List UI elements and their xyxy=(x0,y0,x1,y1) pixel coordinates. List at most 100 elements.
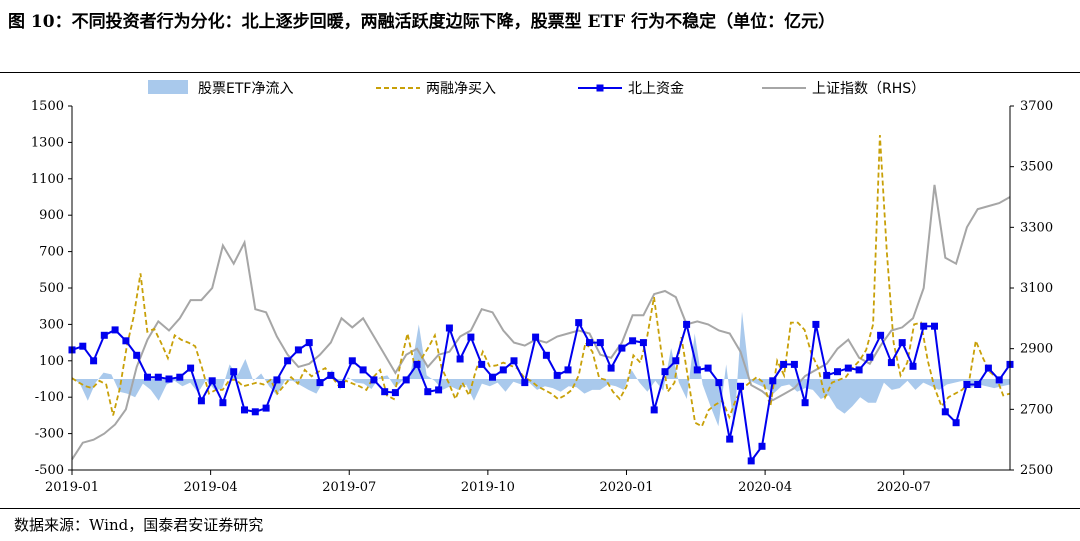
plot-layer xyxy=(68,135,1014,465)
northbound-point xyxy=(391,389,399,397)
left-tick-label: 1500 xyxy=(31,99,64,114)
northbound-point xyxy=(887,359,895,367)
legend-label: 股票ETF净流入 xyxy=(198,81,293,97)
northbound-point xyxy=(952,419,960,427)
northbound-point xyxy=(855,366,863,374)
northbound-point xyxy=(629,337,637,345)
northbound-point xyxy=(898,339,906,347)
northbound-point xyxy=(866,353,874,361)
northbound-point xyxy=(683,320,691,328)
northbound-point xyxy=(812,320,820,328)
x-tick-label: 2020-01 xyxy=(599,480,653,495)
northbound-point xyxy=(747,457,755,465)
northbound-point xyxy=(144,373,151,381)
legend-marker-northbound xyxy=(596,84,604,92)
northbound-point xyxy=(489,373,496,381)
northbound-point xyxy=(413,360,421,368)
northbound-point xyxy=(801,399,809,407)
northbound-point xyxy=(704,364,712,372)
left-tick-label: 300 xyxy=(39,317,64,332)
northbound-point xyxy=(995,376,1003,384)
left-tick-label: 500 xyxy=(39,281,64,296)
northbound-point xyxy=(532,333,540,341)
northbound-point xyxy=(790,360,798,368)
northbound-point xyxy=(219,399,227,407)
northbound-point xyxy=(639,339,647,347)
northbound-point xyxy=(338,381,345,388)
northbound-point xyxy=(715,379,723,387)
northbound-point xyxy=(262,404,270,412)
northbound-point xyxy=(154,373,162,381)
x-tick-label: 2019-04 xyxy=(184,480,238,495)
northbound-point xyxy=(844,364,852,372)
axes-layer: -500 -300 -100 100 300 500 700 900 1100 1300 1500 2… xyxy=(31,99,1053,495)
right-tick-label: 3700 xyxy=(1020,99,1053,114)
x-tick-label: 2019-10 xyxy=(461,480,515,495)
northbound-point xyxy=(521,379,529,387)
northbound-point xyxy=(984,364,992,372)
northbound-point xyxy=(305,339,313,347)
northbound-point xyxy=(100,331,108,339)
northbound-point xyxy=(251,408,259,416)
northbound-point xyxy=(661,368,669,376)
northbound-point xyxy=(273,376,281,384)
left-tick-label: -100 xyxy=(35,390,64,405)
northbound-point xyxy=(618,344,626,352)
northbound-point xyxy=(596,339,604,347)
northbound-point xyxy=(294,346,302,354)
northbound-point xyxy=(920,322,928,330)
northbound-point xyxy=(176,373,184,381)
x-tick-label: 2019-01 xyxy=(45,480,99,495)
northbound-point xyxy=(111,326,119,334)
left-tick-label: 100 xyxy=(39,354,64,369)
northbound-point xyxy=(359,366,367,374)
right-tick-label: 2700 xyxy=(1020,402,1053,417)
legend-label: 两融净买入 xyxy=(426,81,496,97)
series-etf-area xyxy=(72,311,1010,429)
x-tick-label: 2020-04 xyxy=(738,480,792,495)
legend-label: 北上资金 xyxy=(628,81,684,97)
northbound-point xyxy=(467,333,475,341)
northbound-point xyxy=(737,382,744,390)
series-margin-line xyxy=(71,135,1011,428)
right-tick-label: 3500 xyxy=(1020,160,1053,175)
figure-title: 图 10：不同投资者行为分化：北上逐步回暖，两融活跃度边际下降，股票型 ETF … xyxy=(8,12,836,32)
northbound-point xyxy=(769,377,777,385)
northbound-point xyxy=(586,339,593,347)
northbound-point xyxy=(230,368,238,376)
northbound-point xyxy=(381,388,389,396)
northbound-point xyxy=(284,357,292,365)
northbound-point xyxy=(780,360,788,368)
northbound-point xyxy=(672,357,680,365)
northbound-point xyxy=(575,319,583,327)
right-tick-label: 3100 xyxy=(1020,281,1053,296)
legend-swatch-etf xyxy=(148,80,188,94)
left-tick-label: 900 xyxy=(39,208,64,223)
northbound-point xyxy=(79,342,87,350)
northbound-point xyxy=(402,376,410,384)
northbound-point xyxy=(478,360,486,368)
x-tick-label: 2019-07 xyxy=(322,480,376,495)
right-tick-label: 3300 xyxy=(1020,220,1053,235)
northbound-point xyxy=(542,351,550,359)
northbound-point xyxy=(445,324,453,332)
northbound-point xyxy=(607,364,615,372)
northbound-point xyxy=(316,379,324,387)
series-index-line xyxy=(71,184,1011,460)
northbound-point xyxy=(823,371,831,379)
northbound-point xyxy=(963,381,971,388)
northbound-point xyxy=(931,322,938,330)
legend: 股票ETF净流入 两融净买入 北上资金 上证指数（RHS） xyxy=(148,80,925,97)
northbound-point xyxy=(208,377,216,385)
top-rule xyxy=(0,72,1080,73)
northbound-point xyxy=(941,408,949,416)
northbound-point xyxy=(348,357,356,365)
northbound-point xyxy=(90,357,98,365)
northbound-point xyxy=(187,364,195,372)
left-tick-label: 700 xyxy=(39,245,64,260)
legend-label: 上证指数（RHS） xyxy=(812,81,925,97)
northbound-point xyxy=(122,337,130,345)
northbound-point xyxy=(877,331,885,339)
left-tick-label: -500 xyxy=(35,463,64,478)
source-note: 数据来源：Wind，国泰君安证券研究 xyxy=(14,516,264,534)
